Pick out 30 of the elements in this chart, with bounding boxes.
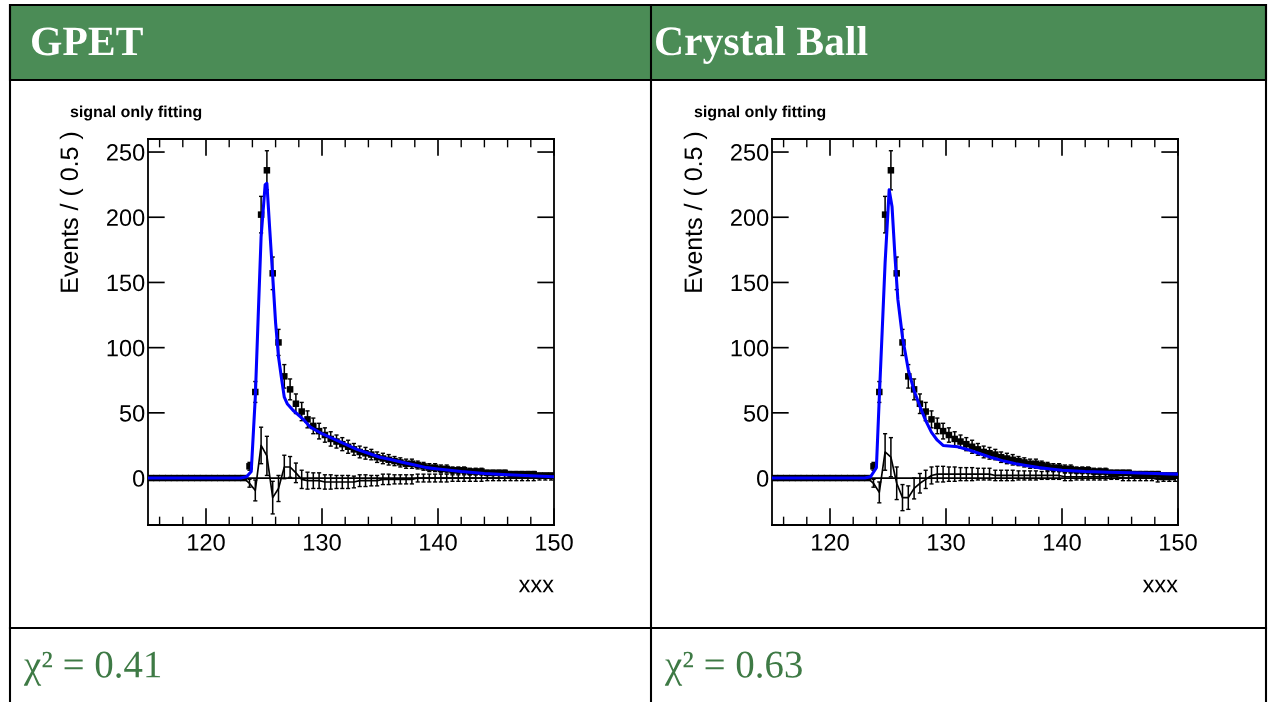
x-tick-label: 130 <box>928 533 965 551</box>
y-tick-label: 200 <box>107 209 145 227</box>
y-tick-label: 50 <box>743 404 769 422</box>
x-axis-title: xxx <box>1142 579 1178 593</box>
y-tick-label: 200 <box>731 209 769 227</box>
x-tick-label: 130 <box>304 533 341 551</box>
text: χ² = 0.63 <box>664 651 802 686</box>
x-tick-label: 150 <box>1160 533 1197 551</box>
y-tick-label: 100 <box>731 339 769 357</box>
y-tick-label: 0 <box>757 470 769 487</box>
x-tick-label: 140 <box>420 533 457 551</box>
y-tick-label: 150 <box>731 274 769 292</box>
chart-title: GPET <box>32 27 143 56</box>
x-axis-title: xxx <box>518 579 554 593</box>
x-tick-label: 120 <box>812 533 849 551</box>
chart-subtitle: signal only fitting <box>70 105 202 121</box>
y-tick-label: 150 <box>107 274 145 292</box>
y-tick-label: 250 <box>107 144 145 161</box>
y-tick-label: 0 <box>133 470 145 487</box>
chart-subtitle: signal only fitting <box>694 105 826 121</box>
y-tick-label: 50 <box>119 404 145 422</box>
x-tick-label: 120 <box>188 533 225 551</box>
y-axis-title: Events / ( 0.5 ) <box>59 132 84 292</box>
y-tick-label: 250 <box>731 144 769 161</box>
x-tick-label: 150 <box>536 533 573 551</box>
chart-title: Crystal Ball <box>656 26 868 64</box>
y-tick-label: 100 <box>107 339 145 357</box>
y-axis-title: Events / ( 0.5 ) <box>683 132 708 292</box>
x-tick-label: 140 <box>1044 533 1081 551</box>
text: χ² = 0.41 <box>23 651 161 686</box>
